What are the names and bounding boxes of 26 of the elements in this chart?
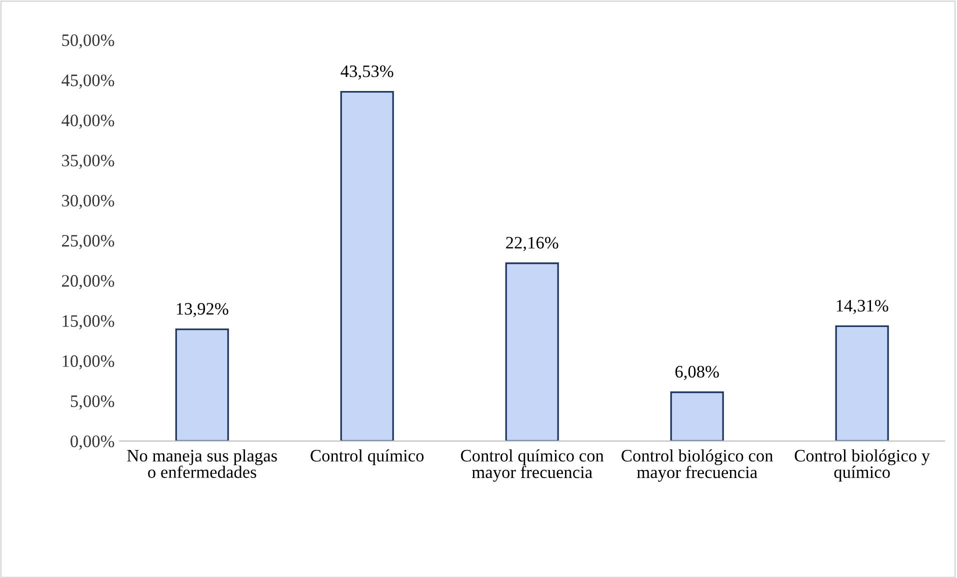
y-tick-label: 50,00%: [62, 34, 114, 49]
bar: [835, 325, 889, 442]
data-label: 22,16%: [506, 236, 558, 252]
y-tick-label: 10,00%: [62, 355, 114, 370]
y-tick-label: 45,00%: [62, 74, 114, 89]
y-tick-label: 30,00%: [62, 194, 114, 210]
y-tick-label: 15,00%: [62, 315, 114, 330]
data-label: 14,31%: [836, 300, 888, 314]
bar: [340, 90, 394, 442]
x-tick-label: Control químico: [310, 449, 424, 466]
y-tick-label: 35,00%: [62, 154, 114, 169]
y-tick-label: 20,00%: [62, 275, 114, 290]
x-tick-label: Control químico con mayor frecuencia: [460, 449, 604, 482]
y-tick-label: 25,00%: [62, 234, 114, 250]
x-tick-label: No maneja sus plagas o enfermedades: [127, 449, 277, 478]
bar: [175, 328, 229, 442]
x-tick-label: Control biológico y químico: [794, 449, 930, 482]
bar: [670, 391, 724, 442]
data-label: 13,92%: [176, 302, 228, 318]
y-tick-label: 5,00%: [70, 395, 114, 410]
x-tick-label: Control biológico con mayor frecuencia: [622, 449, 774, 482]
y-tick-label: 0,00%: [70, 435, 114, 450]
data-label: 43,53%: [340, 65, 394, 80]
y-tick-label: 40,00%: [62, 114, 114, 129]
data-label: 6,08%: [675, 366, 719, 380]
bar: [505, 262, 559, 442]
